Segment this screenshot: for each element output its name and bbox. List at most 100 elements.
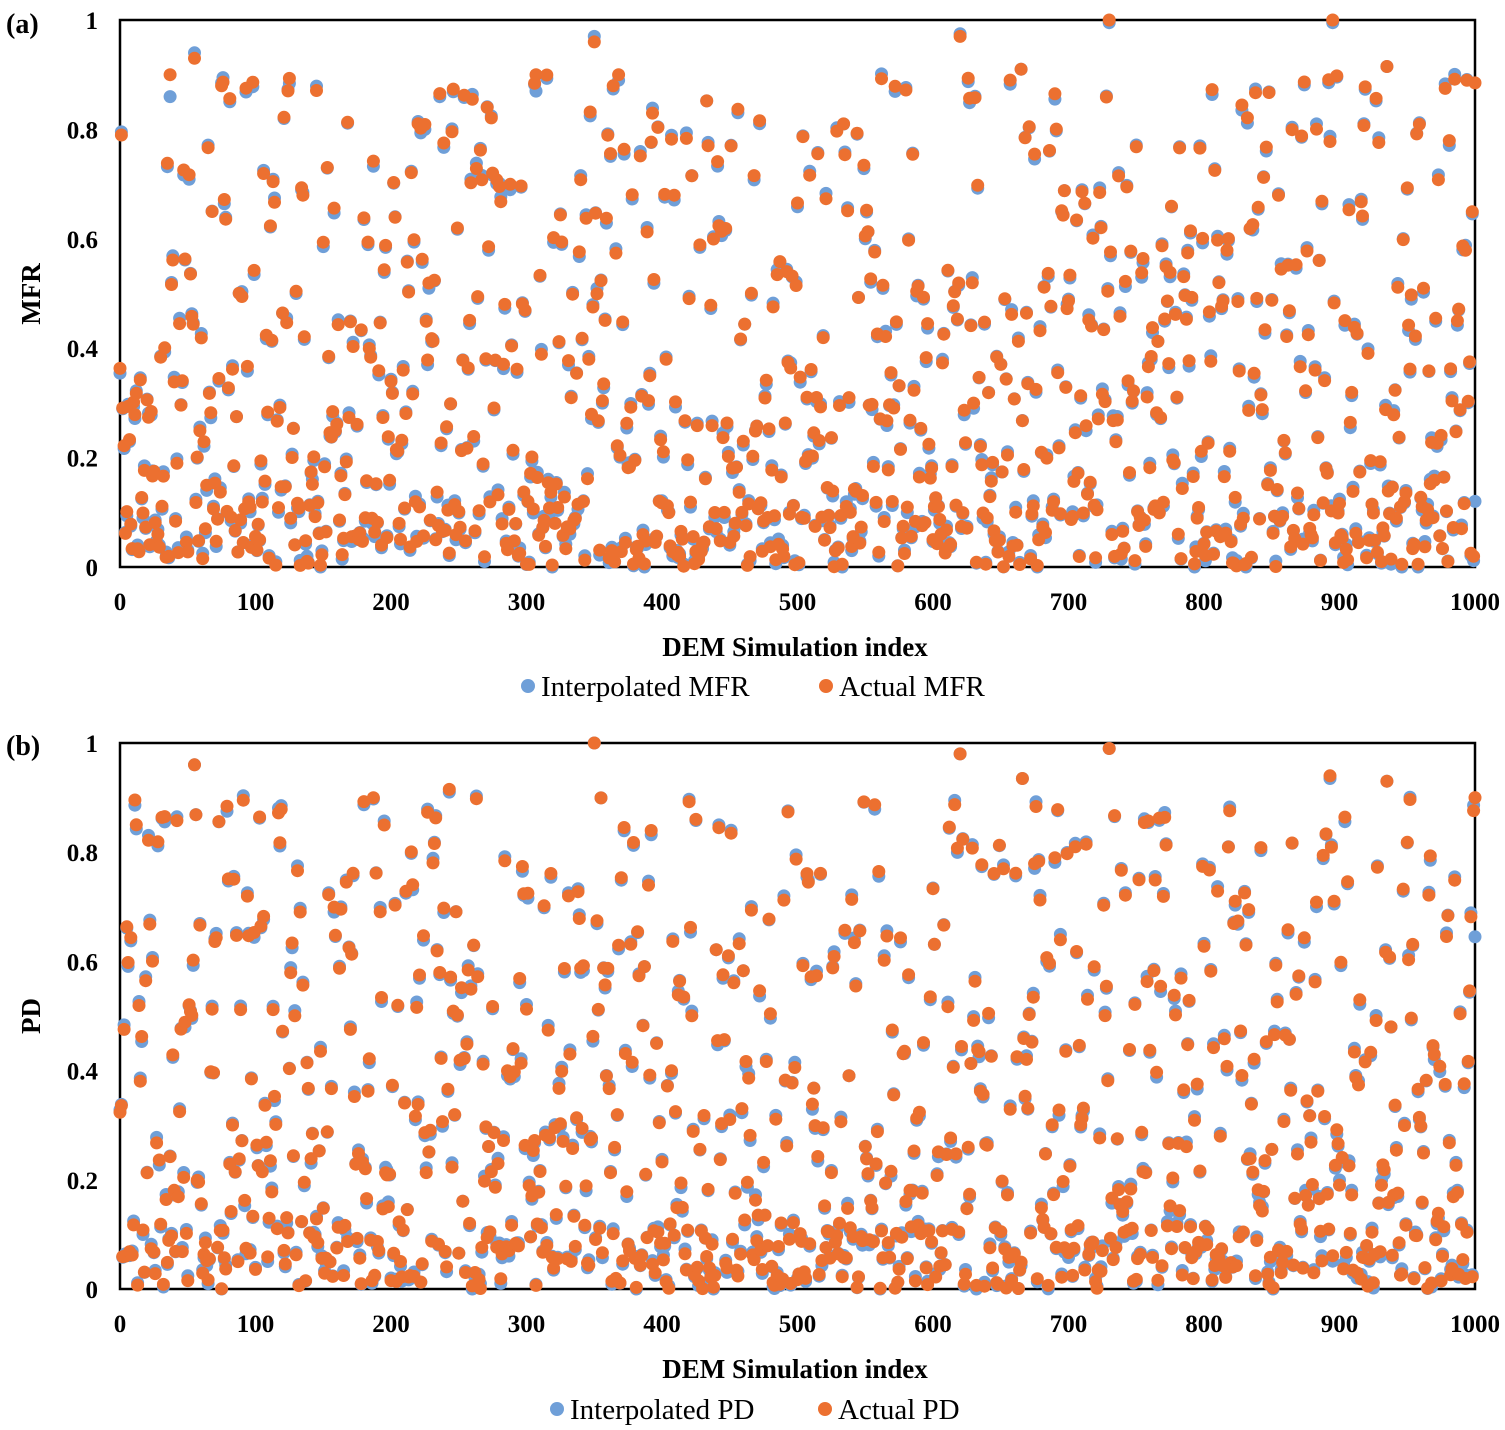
actual-point <box>188 758 201 772</box>
actual-point <box>953 29 967 43</box>
actual-point <box>861 1167 875 1181</box>
actual-point <box>438 524 452 537</box>
actual-point <box>1135 266 1149 280</box>
actual-point <box>576 959 590 973</box>
actual-point <box>1445 394 1459 408</box>
actual-point <box>189 496 203 509</box>
actual-point <box>381 1200 395 1214</box>
actual-point <box>570 366 584 380</box>
actual-point <box>895 1230 909 1244</box>
actual-point <box>754 496 768 510</box>
actual-point <box>380 531 394 545</box>
actual-point <box>144 405 158 418</box>
actual-point <box>642 878 655 892</box>
actual-point <box>1408 329 1422 343</box>
actual-point <box>742 1071 756 1085</box>
actual-point <box>564 391 578 405</box>
actual-point <box>1385 1248 1399 1262</box>
actual-point <box>1246 1165 1260 1179</box>
actual-point <box>792 556 806 570</box>
actual-point <box>995 1174 1009 1188</box>
actual-point <box>1177 1083 1191 1097</box>
actual-point <box>719 222 733 235</box>
actual-point <box>918 516 932 530</box>
actual-point <box>1404 1011 1418 1025</box>
actual-point <box>578 1218 592 1232</box>
actual-point <box>579 1179 593 1193</box>
actual-point <box>693 1142 707 1156</box>
y-tick-label: 0 <box>86 555 99 582</box>
actual-point <box>796 130 810 144</box>
actual-point <box>394 532 407 546</box>
x-tick-label: 100 <box>237 1311 275 1338</box>
actual-point <box>1350 326 1364 340</box>
actual-point <box>253 533 267 547</box>
actual-point <box>117 1022 131 1036</box>
actual-point <box>169 514 183 528</box>
actual-point <box>1369 91 1383 105</box>
actual-point <box>186 953 200 967</box>
actual-point <box>318 460 332 474</box>
actual-point <box>1281 923 1295 937</box>
actual-point <box>757 1155 771 1169</box>
actual-point <box>311 1236 325 1250</box>
actual-point <box>1085 319 1098 333</box>
actual-point <box>518 303 532 317</box>
actual-point <box>799 1271 813 1285</box>
actual-point <box>449 905 463 919</box>
actual-point <box>930 1169 944 1182</box>
actual-point <box>270 414 284 428</box>
actual-point <box>1265 293 1279 307</box>
actual-point <box>258 1098 272 1112</box>
actual-point <box>1402 318 1416 332</box>
actual-point <box>460 441 474 455</box>
actual-point <box>959 436 972 450</box>
actual-point <box>631 925 645 939</box>
actual-point <box>361 1084 375 1098</box>
actual-point <box>289 1248 303 1262</box>
actual-point <box>835 557 849 571</box>
actual-point <box>525 450 539 464</box>
actual-point <box>1003 73 1017 87</box>
actual-point <box>1326 1249 1340 1263</box>
actual-point <box>613 448 627 462</box>
actual-point <box>686 530 700 544</box>
actual-point <box>1278 446 1292 460</box>
actual-point <box>1170 1220 1184 1233</box>
actual-point <box>1392 1236 1406 1250</box>
actual-point <box>410 1000 424 1014</box>
actual-point <box>468 524 482 538</box>
actual-point <box>301 1081 315 1095</box>
actual-point <box>753 984 767 998</box>
actual-point <box>1221 232 1235 246</box>
actual-point <box>114 128 128 142</box>
actual-point <box>1288 1191 1302 1205</box>
actual-point <box>1228 894 1242 908</box>
actual-point <box>483 1225 497 1239</box>
actual-point <box>613 1276 627 1290</box>
actual-point <box>1156 495 1170 509</box>
actual-point <box>576 495 590 508</box>
actual-point <box>192 534 206 548</box>
actual-point <box>765 463 779 477</box>
x-tick-label: 0 <box>114 589 127 616</box>
actual-point <box>444 970 458 984</box>
actual-point <box>1327 296 1341 310</box>
actual-point <box>482 240 496 254</box>
actual-point <box>381 430 395 444</box>
actual-point <box>1465 1270 1479 1284</box>
actual-point <box>1347 1045 1361 1059</box>
actual-point <box>568 512 582 526</box>
actual-point <box>1190 1077 1204 1091</box>
actual-point <box>827 950 841 963</box>
x-tick-label: 200 <box>372 1311 410 1338</box>
actual-point <box>892 379 906 393</box>
actual-point <box>392 516 406 530</box>
actual-point <box>305 477 319 491</box>
actual-point <box>411 1098 425 1111</box>
actual-point <box>636 1019 650 1033</box>
actual-point <box>1202 305 1216 319</box>
actual-point <box>234 513 248 527</box>
actual-point <box>475 173 489 187</box>
actual-point <box>1277 1115 1291 1128</box>
